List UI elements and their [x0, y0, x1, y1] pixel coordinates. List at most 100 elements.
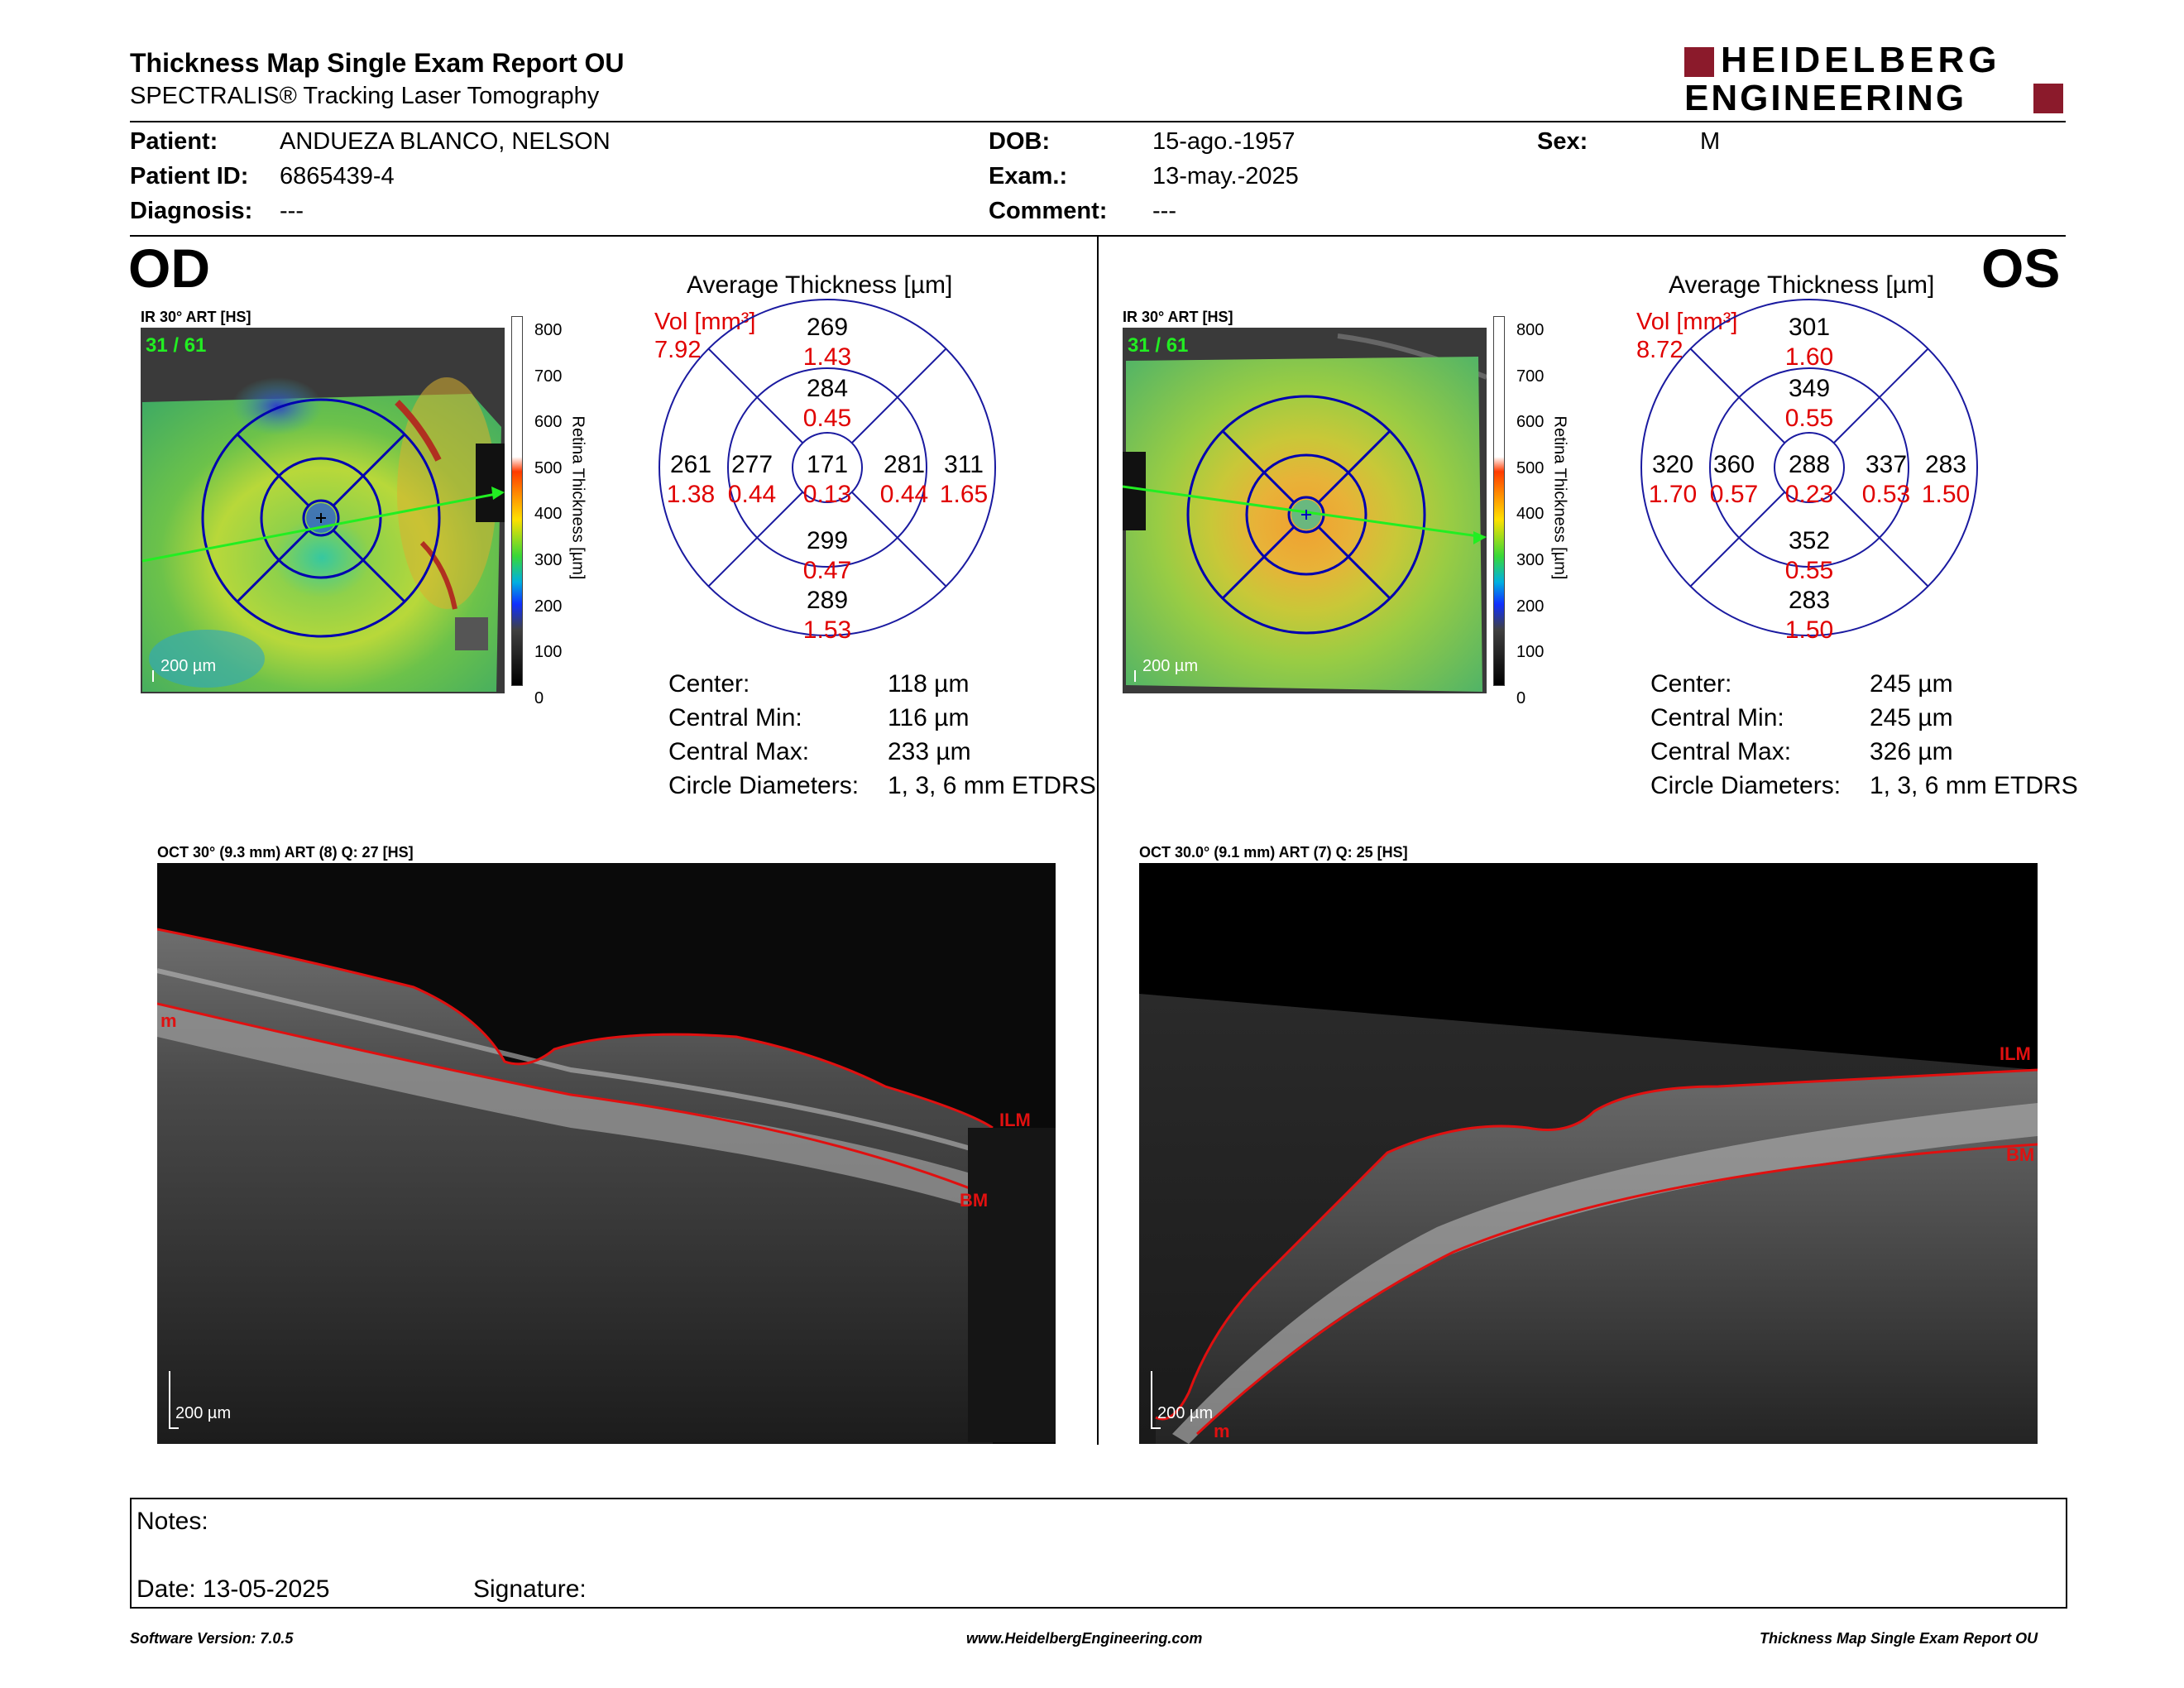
os-colorbar — [1493, 316, 1505, 686]
header-rule — [130, 121, 2066, 122]
od-map-scale-bar — [152, 670, 154, 682]
od-ilm-label: ILM — [999, 1110, 1031, 1130]
os-oct-scale-label: 200 µm — [1157, 1404, 1214, 1422]
od-frame-counter: 31 / 61 — [146, 334, 207, 357]
os-vol-total: 8.72 — [1636, 337, 1684, 363]
os-colorbar-label: Retina Thickness [µm] — [1550, 415, 1569, 580]
od-colorbar-ticks: 800 700 600 500 400 300 200 100 0 — [534, 321, 563, 707]
od-avg-title: Average Thickness [µm] — [687, 271, 953, 299]
footer-report-name: Thickness Map Single Exam Report OU — [1760, 1630, 2038, 1647]
od-vol-label: Vol [mm³] 7.92 — [654, 309, 756, 363]
os-vol-label: Vol [mm³] 8.72 — [1636, 309, 1738, 363]
od-center: 171 0.13 — [802, 451, 852, 508]
os-cmax-label: Central Max: — [1650, 738, 1792, 765]
date-label: Date: 13-05-2025 — [136, 1575, 330, 1603]
os-cmax-value: 326 µm — [1870, 738, 1953, 765]
od-center-value: 118 µm — [888, 670, 970, 698]
os-center-label: Center: — [1650, 670, 1732, 698]
website-link[interactable]: www.HeidelbergEngineering.com — [966, 1630, 1203, 1647]
os-map-scale-label: 200 µm — [1142, 657, 1199, 675]
comment-label: Comment: — [989, 198, 1108, 224]
od-oct-scale-tick — [169, 1427, 179, 1429]
os-oct-caption: OCT 30.0° (9.1 mm) ART (7) Q: 25 [HS] — [1139, 844, 1408, 861]
exam-label: Exam.: — [989, 163, 1068, 189]
exam-value: 13-may.-2025 — [1152, 163, 1299, 189]
os-m-label: m — [1214, 1421, 1230, 1441]
eye-label-od: OD — [128, 237, 210, 299]
os-inner-right: 337 0.53 — [1861, 451, 1911, 508]
dob-value: 15-ago.-1957 — [1152, 128, 1296, 155]
report-subtitle: SPECTRALIS® Tracking Laser Tomography — [130, 83, 600, 109]
od-vol-total: 7.92 — [654, 337, 702, 363]
logo-line-1: HEIDELBERG — [1721, 40, 2001, 80]
od-outer-sup: 269 1.43 — [802, 314, 852, 371]
os-colorbar-ticks: 800 700 600 500 400 300 200 100 0 — [1516, 321, 1545, 707]
patient-id: 6865439-4 — [280, 163, 395, 189]
os-inner-inf: 352 0.55 — [1784, 527, 1834, 584]
od-ir-caption: IR 30° ART [HS] — [141, 309, 251, 325]
logo-square-bottom — [2033, 84, 2063, 113]
od-inner-right: 281 0.44 — [879, 451, 929, 508]
os-inner-sup: 349 0.55 — [1784, 375, 1834, 432]
os-inner-left: 360 0.57 — [1709, 451, 1759, 508]
os-cmin-label: Central Min: — [1650, 704, 1784, 731]
od-inner-left: 277 0.44 — [727, 451, 777, 508]
od-cmin-label: Central Min: — [668, 704, 802, 731]
od-etdrs-grid: 269 1.43 284 0.45 171 0.13 299 0.47 289 1.53 … — [658, 298, 997, 644]
patient-rule — [130, 235, 2066, 237]
os-ir-caption: IR 30° ART [HS] — [1123, 309, 1233, 325]
notes-box: Notes: Date: 13-05-2025 Signature: — [130, 1498, 2067, 1609]
os-outer-sup: 301 1.60 — [1784, 314, 1834, 371]
sex-value: M — [1700, 128, 1721, 155]
od-cmax-label: Central Max: — [668, 738, 810, 765]
os-diam-value: 1, 3, 6 mm ETDRS — [1870, 772, 2078, 799]
comment-value: --- — [1152, 198, 1176, 224]
report-title: Thickness Map Single Exam Report OU — [130, 48, 625, 78]
od-inner-inf: 299 0.47 — [802, 527, 852, 584]
os-etdrs-grid: 301 1.60 349 0.55 288 0.23 352 0.55 283 1.50 … — [1640, 298, 1979, 644]
od-colorbar-label: Retina Thickness [µm] — [568, 415, 587, 580]
od-oct-caption: OCT 30° (9.3 mm) ART (8) Q: 27 [HS] — [157, 844, 414, 861]
os-diam-label: Circle Diameters: — [1650, 772, 1842, 799]
od-outer-inf: 289 1.53 — [802, 587, 852, 644]
os-bm-label: BM — [2006, 1144, 2035, 1165]
os-outer-right: 283 1.50 — [1921, 451, 1971, 508]
od-oct-bscan: ILM BM m 200 µm — [156, 863, 1056, 1444]
signature-label: Signature: — [473, 1575, 587, 1603]
os-frame-counter: 31 / 61 — [1128, 334, 1189, 357]
od-center-label: Center: — [668, 670, 750, 698]
os-center: 288 0.23 — [1784, 451, 1834, 508]
center-divider — [1097, 237, 1099, 1445]
eye-label-os: OS — [1981, 237, 2061, 299]
od-diam-label: Circle Diameters: — [668, 772, 860, 799]
od-cmax-value: 233 µm — [888, 738, 971, 765]
os-thickness-map: 31 / 61 200 µm — [1122, 328, 1488, 693]
os-outer-left: 320 1.70 — [1648, 451, 1698, 508]
od-oct-scale-bar — [169, 1371, 170, 1427]
os-cmin-value: 245 µm — [1870, 704, 1953, 731]
os-oct-scale-bar — [1151, 1371, 1152, 1427]
od-diam-value: 1, 3, 6 mm ETDRS — [888, 772, 1096, 799]
od-oct-scale-label: 200 µm — [175, 1404, 232, 1422]
software-version: Software Version: 7.0.5 — [130, 1630, 294, 1647]
dob-label: DOB: — [989, 128, 1051, 155]
os-map-scale-bar — [1134, 670, 1136, 682]
os-outer-inf: 283 1.50 — [1784, 587, 1834, 644]
patient-label: Patient: — [130, 128, 218, 155]
od-inner-sup: 284 0.45 — [802, 375, 852, 432]
os-center-value: 245 µm — [1870, 670, 1953, 698]
od-bm-label: BM — [960, 1190, 989, 1211]
od-colorbar — [511, 316, 523, 686]
diagnosis-label: Diagnosis: — [130, 198, 253, 224]
logo-square-top — [1684, 47, 1714, 77]
notes-label: Notes: — [136, 1508, 208, 1535]
os-avg-title: Average Thickness [µm] — [1669, 271, 1935, 299]
od-cmin-value: 116 µm — [888, 704, 970, 731]
heidelberg-logo: HEIDELBERG ENGINEERING — [1684, 42, 2067, 118]
os-oct-scale-tick — [1151, 1427, 1161, 1429]
diagnosis-value: --- — [280, 198, 304, 224]
patient-id-label: Patient ID: — [130, 163, 249, 189]
od-m-label: m — [160, 1010, 177, 1031]
od-thickness-map: 31 / 61 200 µm — [141, 328, 505, 693]
logo-line-2: ENGINEERING — [1684, 78, 1967, 118]
